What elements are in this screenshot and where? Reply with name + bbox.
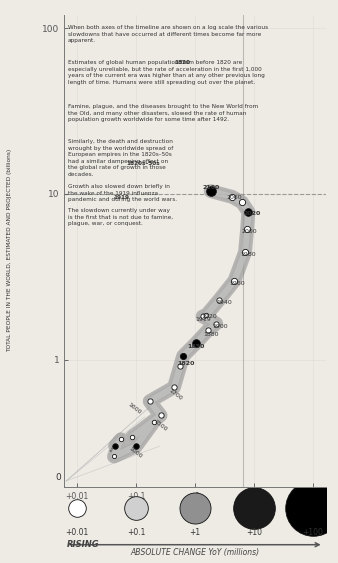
- Text: 2060: 2060: [227, 195, 243, 200]
- Text: 1820: 1820: [177, 361, 195, 366]
- Text: 1919: 1919: [195, 317, 211, 322]
- Point: [251, 504, 257, 513]
- Text: 1880: 1880: [203, 332, 219, 337]
- Text: When both axes of the timeline are shown on a log scale the various
slowdowns th: When both axes of the timeline are shown…: [68, 25, 268, 43]
- Text: 1820s–50s: 1820s–50s: [127, 161, 160, 166]
- Text: TOTAL PEOPLE IN THE WORLD, ESTIMATED AND PROJECTED (billions): TOTAL PEOPLE IN THE WORLD, ESTIMATED AND…: [7, 149, 12, 352]
- Text: The slowdown currently under way
is the first that is not due to famine,
plague,: The slowdown currently under way is the …: [68, 208, 173, 226]
- Text: +0.1: +0.1: [127, 528, 145, 537]
- Text: 1850: 1850: [188, 344, 205, 349]
- Text: 1000: 1000: [128, 446, 143, 459]
- Text: 1820: 1820: [174, 60, 190, 65]
- Text: 1900: 1900: [213, 324, 228, 329]
- Text: 1960: 1960: [230, 281, 245, 286]
- Text: +10: +10: [246, 528, 262, 537]
- Text: 2000: 2000: [242, 229, 258, 234]
- Text: Similarly, the death and destruction
wrought by the worldwide spread of
European: Similarly, the death and destruction wro…: [68, 139, 173, 177]
- Text: 1940: 1940: [216, 300, 232, 305]
- Text: +1: +1: [189, 528, 200, 537]
- Point: [310, 504, 315, 513]
- Text: ABSOLUTE CHANGE YoY (millions): ABSOLUTE CHANGE YoY (millions): [130, 548, 260, 557]
- Text: Estimates of global human population from before 1820 are
especially unreliable,: Estimates of global human population fro…: [68, 60, 264, 85]
- Text: 1980: 1980: [240, 252, 256, 257]
- Text: 1920: 1920: [202, 314, 217, 319]
- Point: [192, 504, 198, 513]
- Text: Famine, plague, and the diseases brought to the New World from
the Old, and many: Famine, plague, and the diseases brought…: [68, 104, 258, 122]
- Text: 1919: 1919: [113, 195, 129, 200]
- Point: [134, 504, 139, 513]
- Text: 2100: 2100: [202, 185, 220, 190]
- Text: 2020: 2020: [244, 211, 261, 216]
- Text: 0: 0: [56, 472, 62, 481]
- Text: 1500: 1500: [152, 419, 168, 432]
- Text: RISING: RISING: [67, 540, 99, 549]
- Point: [75, 504, 80, 513]
- Text: 1600: 1600: [126, 402, 142, 415]
- Text: +0.01: +0.01: [66, 528, 89, 537]
- Text: 1: 1: [107, 446, 113, 453]
- Text: 1700: 1700: [167, 388, 183, 402]
- Text: Growth also slowed down briefly in
the wake of the 1919 influenza
pandemic and d: Growth also slowed down briefly in the w…: [68, 184, 177, 202]
- Text: +100: +100: [302, 528, 323, 537]
